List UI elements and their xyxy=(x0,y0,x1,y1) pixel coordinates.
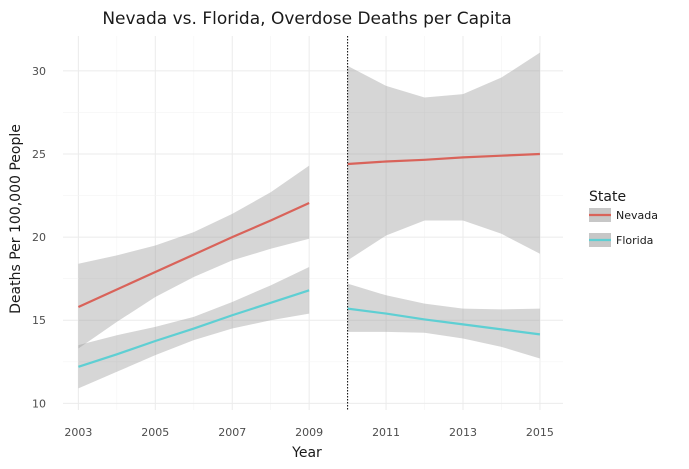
legend-title: State xyxy=(589,189,626,205)
x-axis-title: Year xyxy=(291,445,322,461)
x-tick-label: 2009 xyxy=(295,426,323,439)
y-tick-label: 20 xyxy=(32,231,46,244)
chart-title: Nevada vs. Florida, Overdose Deaths per … xyxy=(102,9,511,29)
legend-item-nevada: Nevada xyxy=(589,208,658,222)
grid xyxy=(63,36,563,410)
series-lines xyxy=(77,152,541,368)
nevada-confidence-band xyxy=(78,165,310,349)
florida-trend-line xyxy=(347,307,541,336)
legend: State Nevada Florida xyxy=(589,189,658,247)
y-tick-label: 10 xyxy=(32,397,46,410)
nevada-confidence-band xyxy=(347,52,540,261)
x-tick-label: 2015 xyxy=(526,426,554,439)
x-tick-label: 2007 xyxy=(218,426,246,439)
legend-item-florida: Florida xyxy=(589,233,653,247)
nevada-trend-line xyxy=(77,202,310,308)
y-tick-label: 25 xyxy=(32,148,46,161)
legend-label-nevada: Nevada xyxy=(616,209,658,222)
x-axis-ticks: 2003 2005 2007 2009 2011 2013 2015 xyxy=(64,426,554,439)
x-tick-label: 2005 xyxy=(141,426,169,439)
florida-trend-line xyxy=(78,289,310,368)
x-tick-label: 2013 xyxy=(449,426,477,439)
y-tick-label: 15 xyxy=(32,314,46,327)
y-tick-label: 30 xyxy=(32,65,46,78)
x-tick-label: 2011 xyxy=(372,426,400,439)
nevada-trend-line xyxy=(347,152,540,166)
legend-label-florida: Florida xyxy=(616,234,653,247)
y-axis-ticks: 10 15 20 25 30 xyxy=(32,65,46,410)
y-axis-title: Deaths Per 100,000 People xyxy=(8,124,24,314)
x-tick-label: 2003 xyxy=(64,426,92,439)
